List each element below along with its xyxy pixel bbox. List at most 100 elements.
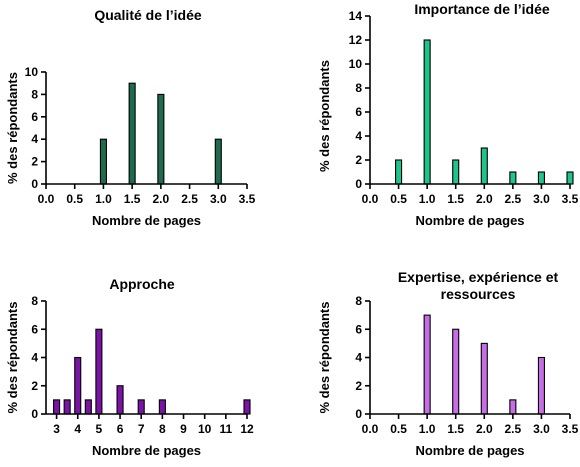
chart-title: Approche [109,276,175,292]
y-axis-label: % des répondants [317,60,332,172]
y-tick-label: 8 [31,294,38,308]
y-tick-label: 6 [31,110,38,124]
y-tick-label: 4 [355,129,362,143]
y-tick-label: 2 [355,153,362,167]
y-tick-label: 10 [25,65,39,79]
x-tick-label: 1.0 [95,192,112,206]
bar [99,138,107,185]
chart-panel-2: Importance de l’idée 0 2 4 6 8 10 12 14 0.0 0.5 1.0… [317,1,579,228]
bar [566,171,574,185]
bar [537,171,545,185]
chart-title: Qualité de l’idée [94,7,202,23]
x-tick-label: 1.5 [447,422,464,436]
y-tick-label: 0 [355,407,362,421]
bar [157,93,165,185]
x-tick-label: 7 [138,422,145,436]
bar [128,82,136,185]
x-tick-label: 4 [74,422,81,436]
y-tick-label: 2 [31,379,38,393]
x-tick-label: 2.5 [181,192,198,206]
x-tick-label: 3.5 [562,422,579,436]
x-tick-label: 3 [53,422,60,436]
chart-title: Importance de l’idée [414,1,550,17]
y-axis-label: % des répondants [5,72,20,184]
y-tick-label: 14 [349,9,363,23]
x-tick-label: 8 [159,422,166,436]
bar [423,314,431,415]
x-tick-label: 3.5 [562,192,579,206]
bar [480,147,488,185]
x-axis-label: Nombre de pages [92,443,201,458]
bar [423,39,431,185]
y-tick-label: 0 [31,407,38,421]
x-tick-label: 2.0 [476,192,493,206]
bar [137,399,145,415]
x-tick-label: 0.0 [38,192,55,206]
y-tick-label: 0 [31,177,38,191]
x-tick-label: 3.5 [239,192,256,206]
bar [214,138,222,185]
x-tick-label: 10 [198,422,212,436]
bar [395,159,403,185]
bar [480,342,488,415]
x-tick-label: 0.5 [390,192,407,206]
y-tick-label: 12 [349,33,363,47]
bar [158,399,166,415]
y-tick-label: 6 [31,322,38,336]
x-tick-label: 1.0 [419,192,436,206]
y-tick-label: 8 [355,294,362,308]
x-tick-label: 2.0 [476,422,493,436]
x-tick-label: 0.5 [66,192,83,206]
x-tick-label: 3.0 [533,192,550,206]
x-tick-label: 0.0 [362,192,379,206]
x-tick-label: 0.0 [362,422,379,436]
y-tick-label: 8 [31,87,38,101]
y-tick-label: 4 [355,351,362,365]
y-tick-label: 2 [355,379,362,393]
bar [452,159,460,185]
x-tick-label: 6 [117,422,124,436]
x-axis-label: Nombre de pages [92,213,201,228]
x-tick-label: 1.5 [447,192,464,206]
bar [84,399,92,415]
x-tick-label: 2.0 [153,192,170,206]
bar [537,356,545,415]
y-tick-label: 10 [349,57,363,71]
y-tick-label: 8 [355,81,362,95]
x-axis-label: Nombre de pages [415,213,524,228]
y-tick-label: 2 [31,155,38,169]
x-tick-label: 3.0 [210,192,227,206]
bar [509,399,517,415]
y-tick-label: 4 [31,351,38,365]
x-tick-label: 1.5 [124,192,141,206]
bar [63,399,71,415]
x-tick-label: 1.0 [419,422,436,436]
x-tick-label: 0.5 [390,422,407,436]
x-tick-label: 5 [96,422,103,436]
y-axis-label: % des répondants [317,302,332,414]
x-tick-label: 12 [240,422,254,436]
bar [116,385,124,415]
x-axis-label: Nombre de pages [415,443,524,458]
x-tick-label: 11 [219,422,232,436]
x-tick-label: 3.0 [533,422,550,436]
chart-panel-1: Qualité de l’idée 0 2 4 6 8 10 0.0 0.5 1.0 1.5 2.0 2… [5,7,256,228]
x-tick-label: 9 [180,422,187,436]
y-tick-label: 6 [355,105,362,119]
y-axis-label: % des répondants [5,302,20,414]
bar [95,328,103,415]
bar [53,399,61,415]
chart-title: ressources [441,286,516,302]
bar [74,356,82,415]
x-tick-label: 2.5 [505,422,522,436]
y-tick-label: 6 [355,322,362,336]
bar [452,328,460,415]
y-tick-label: 0 [355,177,362,191]
y-tick-label: 4 [31,132,38,146]
bar [243,399,251,415]
x-tick-label: 2.5 [505,192,522,206]
